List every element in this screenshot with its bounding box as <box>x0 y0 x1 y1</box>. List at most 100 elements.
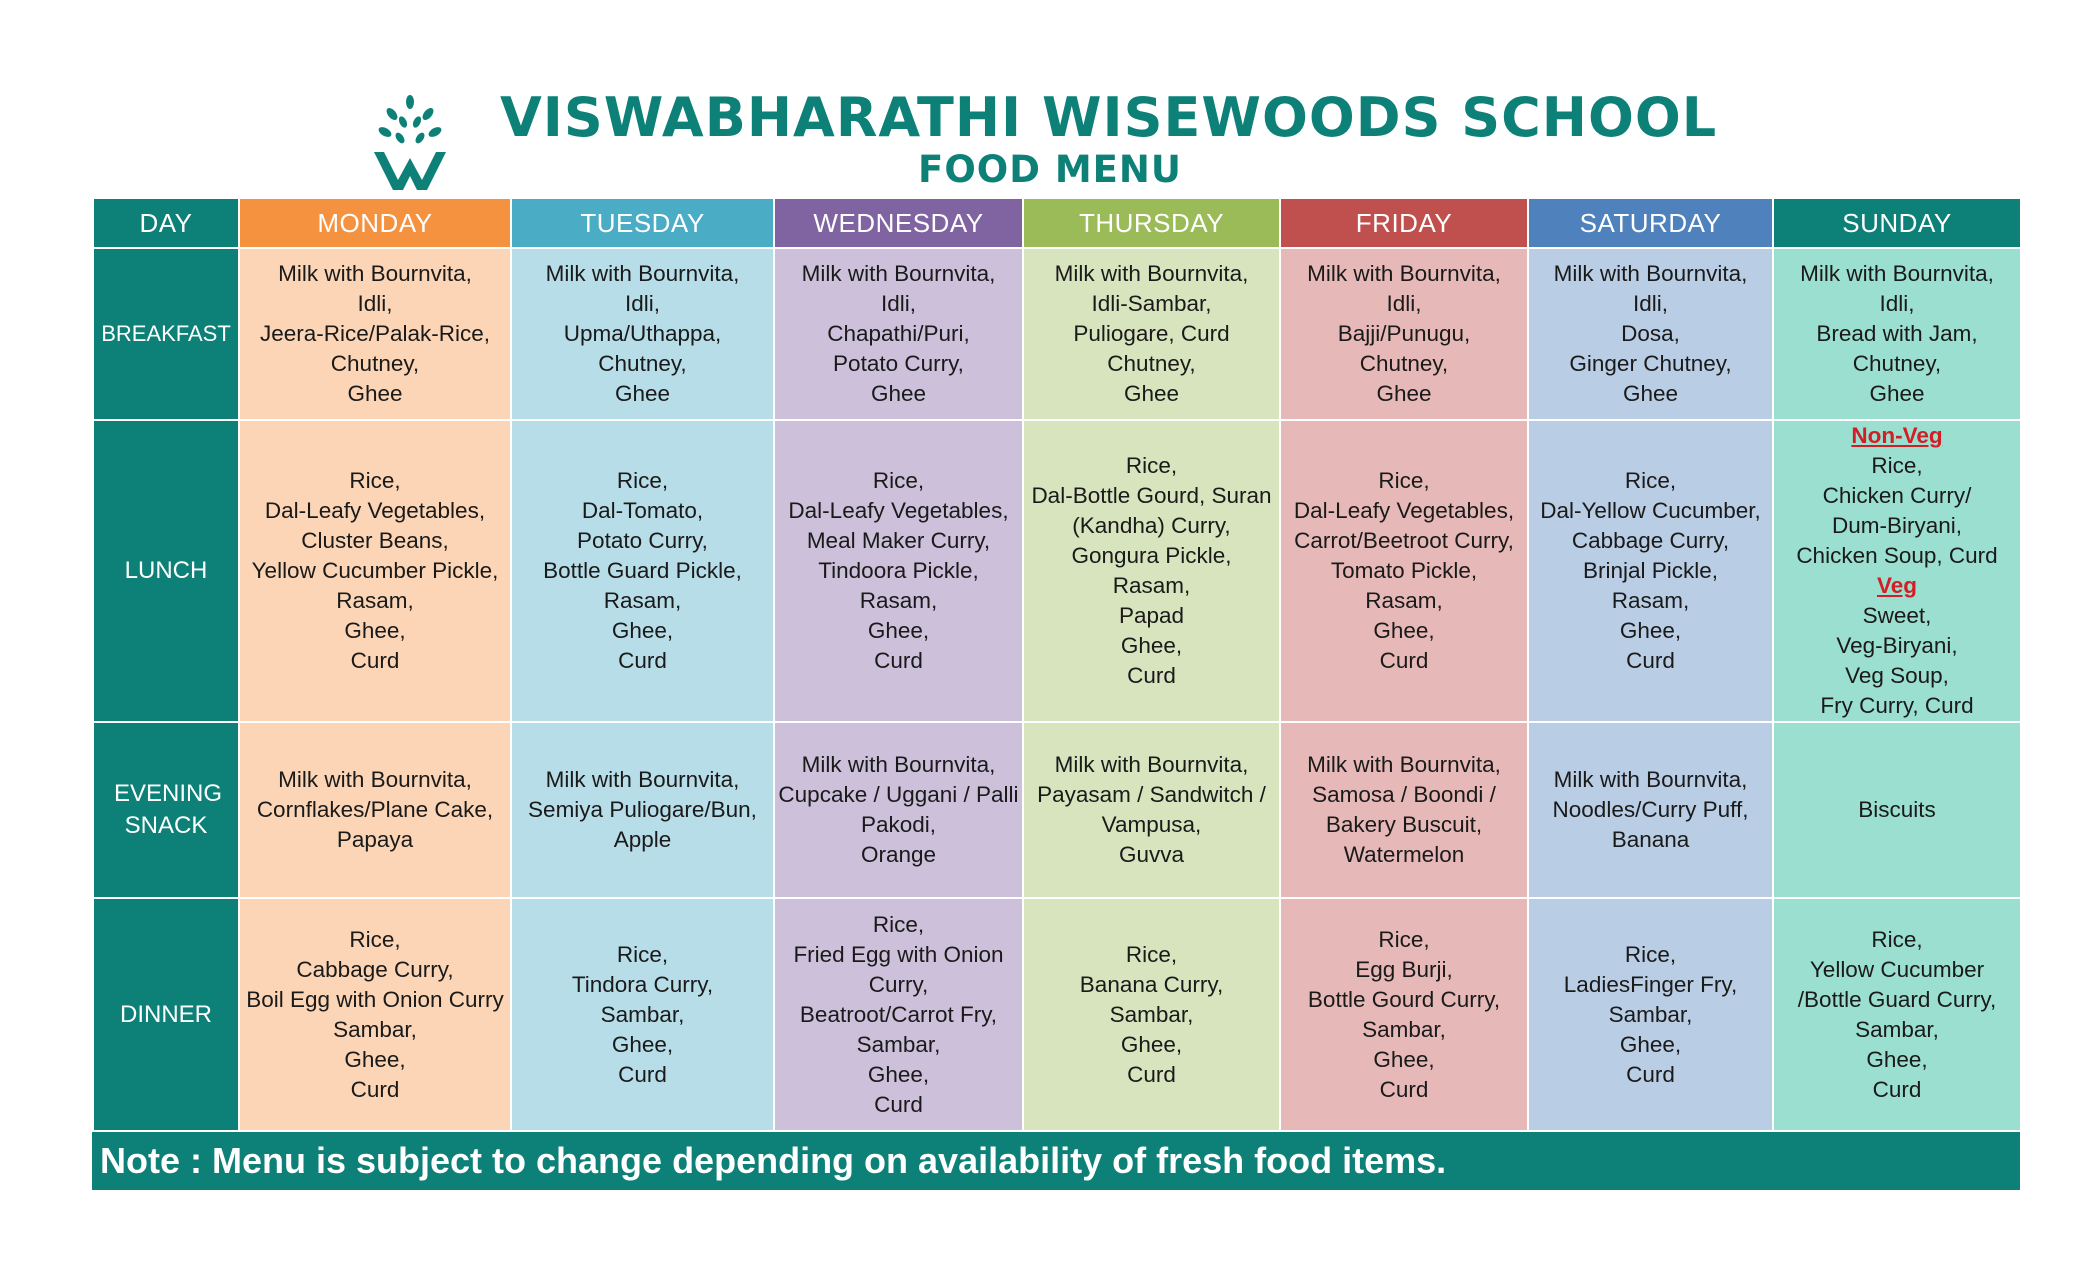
menu-cell-evening-snack-saturday: Milk with Bournvita, Noodles/Curry Puff, B… <box>1527 721 1774 899</box>
menu-item: Chutney, <box>1852 351 1942 376</box>
menu-item: Milk with Bournvita, <box>278 767 472 792</box>
menu-item: Milk with Bournvita, <box>801 261 996 286</box>
menu-item: Rice, <box>616 941 669 967</box>
menu-item: Cabbage Curry, <box>296 956 454 982</box>
menu-cell-lunch-monday: Rice, Dal-Leafy Vegetables, Cluster Beans,… <box>238 419 512 723</box>
menu-cell-lunch-thursday: Rice, Dal-Bottle Gourd, Suran (Kandha) Cur… <box>1022 419 1281 723</box>
menu-item: Dal-Bottle Gourd, Suran <box>1031 483 1272 508</box>
menu-item: Potato Curry, <box>833 351 964 376</box>
menu-item: Rice, <box>1378 926 1430 952</box>
menu-item: Ghee <box>1376 381 1432 406</box>
menu-item: Puliogare, Curd <box>1073 321 1230 346</box>
menu-cell-lunch-wednesday: Rice, Dal-Leafy Vegetables, Meal Maker Cur… <box>773 419 1024 723</box>
menu-item: Idli, <box>880 291 916 316</box>
menu-cell-dinner-wednesday: Rice, Fried Egg with Onion Curry, Beatroot/… <box>773 897 1024 1132</box>
menu-item: Idli, <box>1879 291 1915 316</box>
menu-item: Rice, <box>1125 453 1178 478</box>
day-column-header: DAY <box>92 197 240 249</box>
school-title: VISWABHARATHI WISEWOODS SCHOOL <box>500 86 1718 149</box>
menu-item: Beatroot/Carrot Fry, <box>799 1001 998 1027</box>
menu-item: Fry Curry, Curd <box>1820 693 1974 718</box>
menu-item: Chutney, <box>1107 351 1196 376</box>
menu-item: Samosa / Boondi / <box>1312 782 1496 807</box>
menu-item: Veg Soup, <box>1845 663 1949 688</box>
menu-item: Curd <box>1872 1076 1922 1102</box>
menu-cell-dinner-sunday: Rice, Yellow Cucumber/Bottle Guard Curry,… <box>1772 897 2022 1132</box>
menu-item: Idli, <box>1632 291 1668 316</box>
menu-item: Upma/Uthappa, <box>563 321 722 346</box>
menu-item: Milk with Bournvita, <box>278 261 472 286</box>
menu-item: Ghee, <box>344 1046 406 1072</box>
menu-item: Rice, <box>616 468 669 493</box>
menu-item: Curd <box>1379 648 1429 673</box>
menu-item: Rice, <box>349 468 401 493</box>
menu-item: Ghee, <box>1373 1046 1435 1072</box>
menu-item: Ghee, <box>611 1031 674 1057</box>
menu-cell-dinner-friday: Rice, Egg Burji, Bottle Gourd Curry, Sambar… <box>1279 897 1529 1132</box>
menu-item: Egg Burji, <box>1355 956 1453 982</box>
menu-cell-lunch-tuesday: Rice, Dal-Tomato, Potato Curry, Bottle Guar… <box>510 419 775 723</box>
menu-cell-lunch-saturday: Rice, Dal-Yellow Cucumber, Cabbage Curry, B… <box>1527 419 1774 723</box>
menu-item: Watermelon <box>1343 842 1465 867</box>
menu-item: Ghee, <box>1619 1031 1682 1057</box>
menu-item: Rasam, <box>1611 588 1690 613</box>
menu-cell-lunch-sunday: Non-Veg Rice, Chicken Curry/Dum-Biryani, Ch… <box>1772 419 2022 723</box>
menu-item: Ghee <box>1123 381 1180 406</box>
day-header-tuesday: TUESDAY <box>510 197 775 249</box>
menu-item: Rice, <box>1624 941 1677 967</box>
menu-item: Dal-Tomato, <box>581 498 704 523</box>
menu-item: Veg <box>1876 573 1918 598</box>
menu-item: Jeera-Rice/Palak-Rice, <box>259 321 491 346</box>
menu-item: Milk with Bournvita, <box>545 261 740 286</box>
menu-item: Papaya <box>336 827 414 852</box>
menu-item: Ghee <box>1869 381 1925 406</box>
menu-item: Dal-Leafy Vegetables, <box>788 498 1009 523</box>
menu-item: Biscuits <box>1858 797 1936 822</box>
menu-item: Bottle Guard Pickle, <box>543 558 742 583</box>
menu-cell-dinner-monday: Rice, Cabbage Curry, Boil Egg with Onion C… <box>238 897 512 1132</box>
menu-cell-evening-snack-friday: Milk with Bournvita, Samosa / Boondi / Bak… <box>1279 721 1529 899</box>
menu-item: Boil Egg with Onion Curry <box>246 986 504 1012</box>
menu-item: Sambar, <box>1855 1016 1939 1042</box>
menu-item: Yellow Cucumber Pickle, <box>251 558 499 583</box>
meal-label-breakfast: BREAKFAST <box>92 247 240 421</box>
menu-item: Ghee <box>614 381 671 406</box>
menu-item: Brinjal Pickle, <box>1582 558 1719 583</box>
menu-item: Tomato Pickle, <box>1330 558 1478 583</box>
header-row: DAY MONDAY TUESDAY WEDNESDAY THURSDAY FR… <box>92 197 2022 249</box>
menu-cell-breakfast-saturday: Milk with Bournvita, Idli, Dosa, Ginger Chu… <box>1527 247 1774 421</box>
menu-item: Milk with Bournvita, <box>1307 261 1501 286</box>
menu-item: Milk with Bournvita, <box>545 767 740 792</box>
menu-item: Curd <box>874 648 923 673</box>
menu-subtitle: FOOD MENU <box>918 148 1182 191</box>
menu-item: Curry, <box>868 971 929 997</box>
menu-item: Milk with Bournvita, <box>1800 261 1994 286</box>
day-header-saturday: SATURDAY <box>1527 197 1774 249</box>
meal-label-lunch: LUNCH <box>92 419 240 723</box>
menu-item: Veg-Biryani, <box>1836 633 1958 658</box>
menu-item: Ghee <box>870 381 927 406</box>
menu-item: Ghee, <box>344 618 406 643</box>
menu-item: Curd <box>874 1091 923 1117</box>
menu-item: Banana Curry, <box>1079 971 1224 997</box>
menu-item: Banana <box>1611 827 1690 852</box>
menu-cell-dinner-saturday: Rice, LadiesFinger Fry, Sambar, Ghee, Curd <box>1527 897 1774 1132</box>
menu-item: Curd <box>1626 648 1675 673</box>
menu-cell-evening-snack-wednesday: Milk with Bournvita, Cupcake / Uggani / P… <box>773 721 1024 899</box>
menu-item: Papad <box>1118 603 1185 628</box>
menu-item: Sambar, <box>333 1016 417 1042</box>
menu-item: Idli-Sambar, <box>1091 291 1212 316</box>
menu-item: Rasam, <box>603 588 682 613</box>
menu-item: Rice, <box>1871 453 1923 478</box>
menu-item: Dal-Leafy Vegetables, <box>264 498 486 523</box>
menu-item: Ghee, <box>1866 1046 1928 1072</box>
meal-row-evening-snack: EVENING SNACK Milk with Bournvita, Cornfla… <box>92 721 2022 899</box>
day-header-sunday: SUNDAY <box>1772 197 2022 249</box>
menu-item: Ghee, <box>1120 1031 1183 1057</box>
menu-item: Rice, <box>872 911 925 937</box>
menu-item: Milk with Bournvita, <box>1054 261 1249 286</box>
availability-note: Note : Menu is subject to change dependi… <box>92 1132 2020 1190</box>
menu-item: Tindoora Pickle, <box>818 558 979 583</box>
menu-cell-breakfast-tuesday: Milk with Bournvita, Idli, Upma/Uthappa, Ch… <box>510 247 775 421</box>
menu-item: Idli, <box>357 291 393 316</box>
